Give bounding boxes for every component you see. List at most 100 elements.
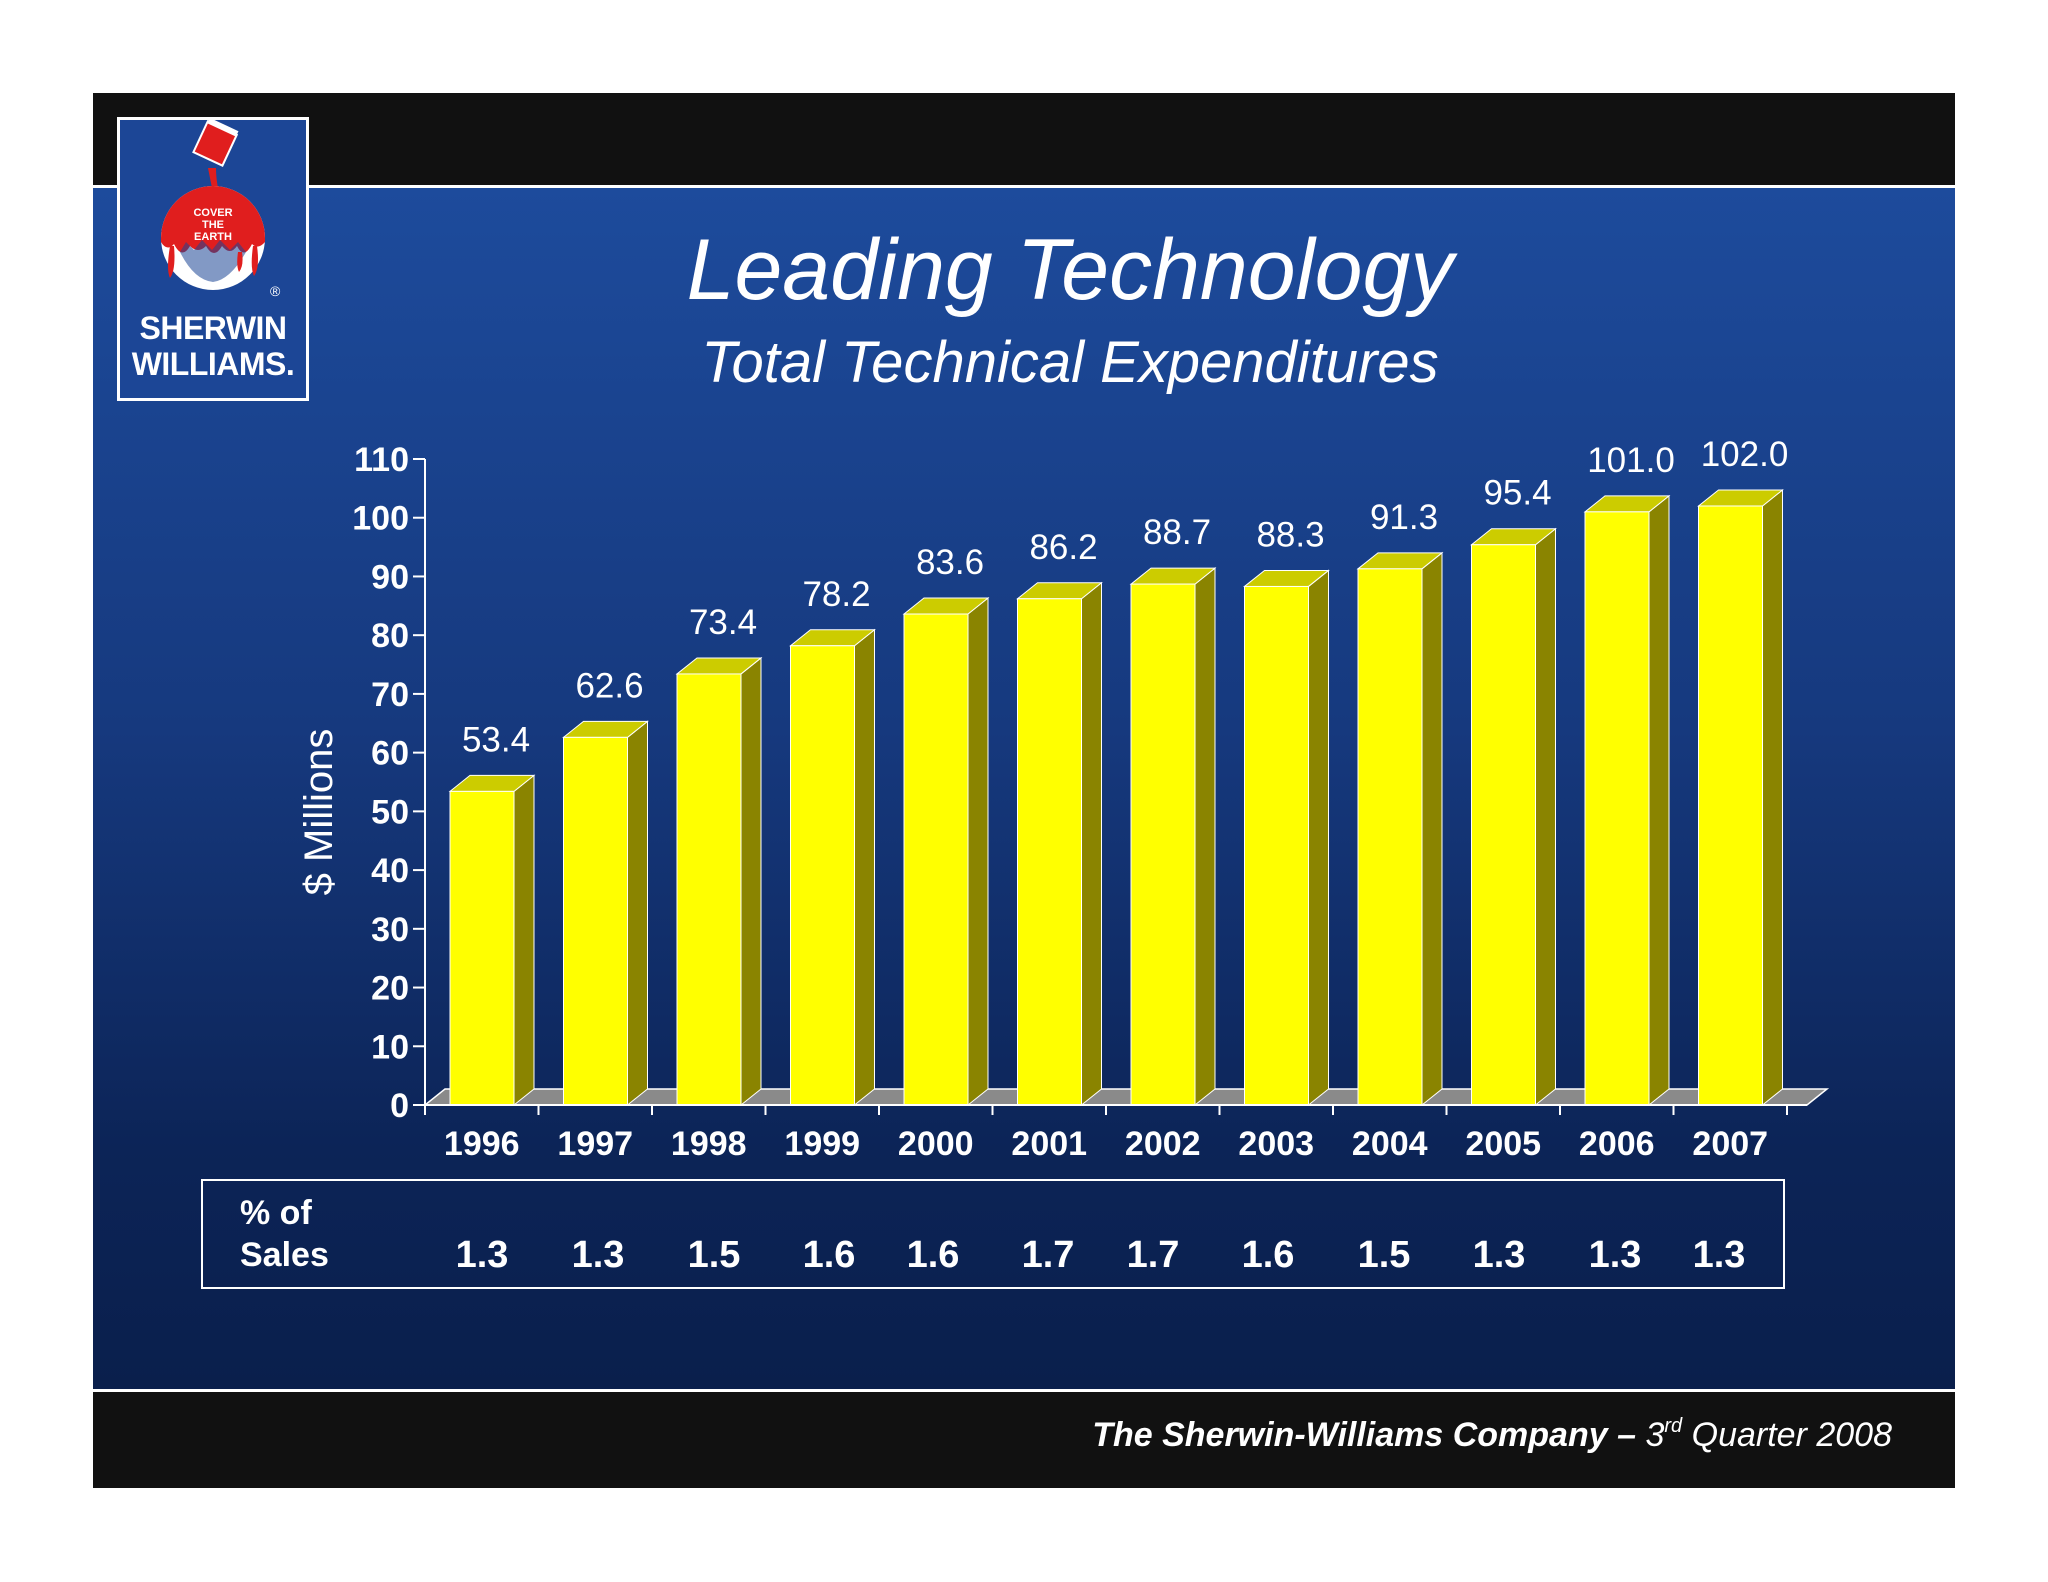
slide-title: Leading Technology <box>686 222 1454 318</box>
bar: 95.4 <box>1470 474 1557 1107</box>
footer: The Sherwin-Williams Company – 3rd Quart… <box>1092 1415 1892 1455</box>
bar-side <box>967 596 989 1107</box>
bar: 62.6 <box>562 666 649 1107</box>
bar-front <box>1017 598 1082 1106</box>
logo-slogan-line2: THE <box>202 219 224 231</box>
y-tick-label: 100 <box>352 500 409 538</box>
bar: 83.6 <box>902 543 990 1107</box>
y-axis-label: $ Millions <box>297 729 341 896</box>
company-logo: COVER THE EARTH ® SHERWIN WILLIAMS. <box>117 117 309 401</box>
bar: 102.0 <box>1697 435 1789 1107</box>
cover-the-earth-icon: COVER THE EARTH ® <box>161 117 281 299</box>
bar: 73.4 <box>675 603 763 1107</box>
sales-row-label: % of Sales <box>240 1192 380 1276</box>
x-tick-label: 1997 <box>557 1125 633 1163</box>
x-tick-label: 2006 <box>1579 1125 1655 1163</box>
bar-value-label: 88.3 <box>1256 515 1324 554</box>
bar-side <box>854 628 875 1107</box>
sales-value: 1.7 <box>1126 1234 1180 1276</box>
bar-value-label: 53.4 <box>462 720 530 759</box>
y-tick-label: 90 <box>371 558 409 596</box>
sales-label-line2: Sales <box>240 1236 329 1274</box>
x-tick-label: 2000 <box>898 1125 974 1163</box>
sales-value: 1.3 <box>1472 1234 1526 1276</box>
y-tick-label: 110 <box>354 441 409 479</box>
chart-axes: 0 10 20 30 40 50 60 70 80 90 100 110 1996 1997 1998 199… <box>352 441 1807 1163</box>
x-tick-label: 1998 <box>671 1125 747 1163</box>
x-tick-label: 1996 <box>444 1125 520 1163</box>
bar-side <box>1535 527 1556 1107</box>
bar-front <box>1244 585 1309 1106</box>
bar-value-label: 62.6 <box>575 666 643 705</box>
bar: 101.0 <box>1583 441 1675 1107</box>
bar-front <box>1698 505 1763 1106</box>
x-tick-label: 2004 <box>1352 1125 1428 1163</box>
y-tick-label: 60 <box>371 735 409 773</box>
bar-side <box>1308 569 1329 1107</box>
y-tick-label: 70 <box>371 676 409 714</box>
x-tick-label: 2007 <box>1692 1125 1768 1163</box>
sales-value: 1.6 <box>906 1234 960 1276</box>
bar-front <box>1471 544 1536 1106</box>
x-tick-label: 2002 <box>1125 1125 1201 1163</box>
y-tick-label: 40 <box>371 852 409 890</box>
x-tick-label: 2001 <box>1011 1125 1087 1163</box>
sales-value: 1.3 <box>571 1234 625 1276</box>
bar-value-label: 91.3 <box>1370 498 1438 537</box>
bar-side <box>1762 488 1783 1107</box>
bar-value-label: 78.2 <box>802 575 870 614</box>
bar-value-label: 88.7 <box>1143 513 1211 552</box>
logo-name-line1: SHERWIN <box>139 310 287 346</box>
sales-value: 1.5 <box>687 1234 741 1276</box>
bar-front <box>1584 511 1650 1106</box>
bar-value-label: 83.6 <box>916 543 984 582</box>
registered-mark: ® <box>270 283 281 299</box>
bar-side <box>1421 551 1443 1107</box>
sales-value: 1.7 <box>1021 1234 1075 1276</box>
footer-company: The Sherwin-Williams Company – <box>1092 1416 1637 1454</box>
sales-value: 1.5 <box>1357 1234 1411 1276</box>
x-tick-label: 1999 <box>784 1125 860 1163</box>
bar: 88.7 <box>1129 513 1217 1107</box>
footer-quarter-rest: Quarter 2008 <box>1691 1416 1892 1454</box>
sales-value: 1.3 <box>455 1234 509 1276</box>
y-tick-label: 0 <box>390 1087 409 1125</box>
sales-label-line1: % of <box>240 1194 312 1232</box>
chart-bars: 53.4 62.6 73.4 78.2 83.6 86.2 88.7 88.3 91.3 95.4… <box>448 435 1789 1107</box>
logo-slogan-line3: EARTH <box>194 231 232 243</box>
logo-wordmark: SHERWIN WILLIAMS. <box>120 310 306 382</box>
bar-side <box>1648 494 1670 1107</box>
slide-subtitle: Total Technical Expenditures <box>701 330 1439 395</box>
bar: 88.3 <box>1243 515 1330 1107</box>
bar: 53.4 <box>448 720 536 1107</box>
bar-side <box>740 656 762 1107</box>
bar: 78.2 <box>789 575 876 1107</box>
bar-side <box>1081 581 1102 1107</box>
sales-value: 1.3 <box>1692 1234 1746 1276</box>
bar-value-label: 101.0 <box>1587 441 1675 480</box>
x-tick-label: 2003 <box>1238 1125 1314 1163</box>
y-tick-label: 30 <box>371 911 409 949</box>
logo-name-line2: WILLIAMS. <box>131 346 295 382</box>
bar-value-label: 86.2 <box>1029 528 1097 567</box>
footer-quarter-num: 3 <box>1645 1416 1665 1454</box>
sales-value: 1.6 <box>1241 1234 1295 1276</box>
bar-value-label: 95.4 <box>1483 474 1551 513</box>
footer-quarter-sup: rd <box>1664 1415 1683 1437</box>
bar-side <box>1194 567 1216 1107</box>
bar-side <box>627 720 648 1107</box>
logo-slogan-line1: COVER <box>193 207 232 219</box>
y-tick-label: 80 <box>371 617 409 655</box>
bar-front <box>903 613 969 1106</box>
sales-value: 1.3 <box>1588 1234 1642 1276</box>
bar-front <box>563 736 628 1106</box>
bar-front <box>676 673 742 1106</box>
bar-front <box>1357 568 1423 1106</box>
bar-front <box>790 645 855 1106</box>
bar-front <box>1130 583 1196 1106</box>
bar-value-label: 102.0 <box>1701 435 1789 474</box>
sales-value: 1.6 <box>802 1234 856 1276</box>
bar-front <box>449 790 515 1106</box>
bar: 91.3 <box>1356 498 1444 1107</box>
